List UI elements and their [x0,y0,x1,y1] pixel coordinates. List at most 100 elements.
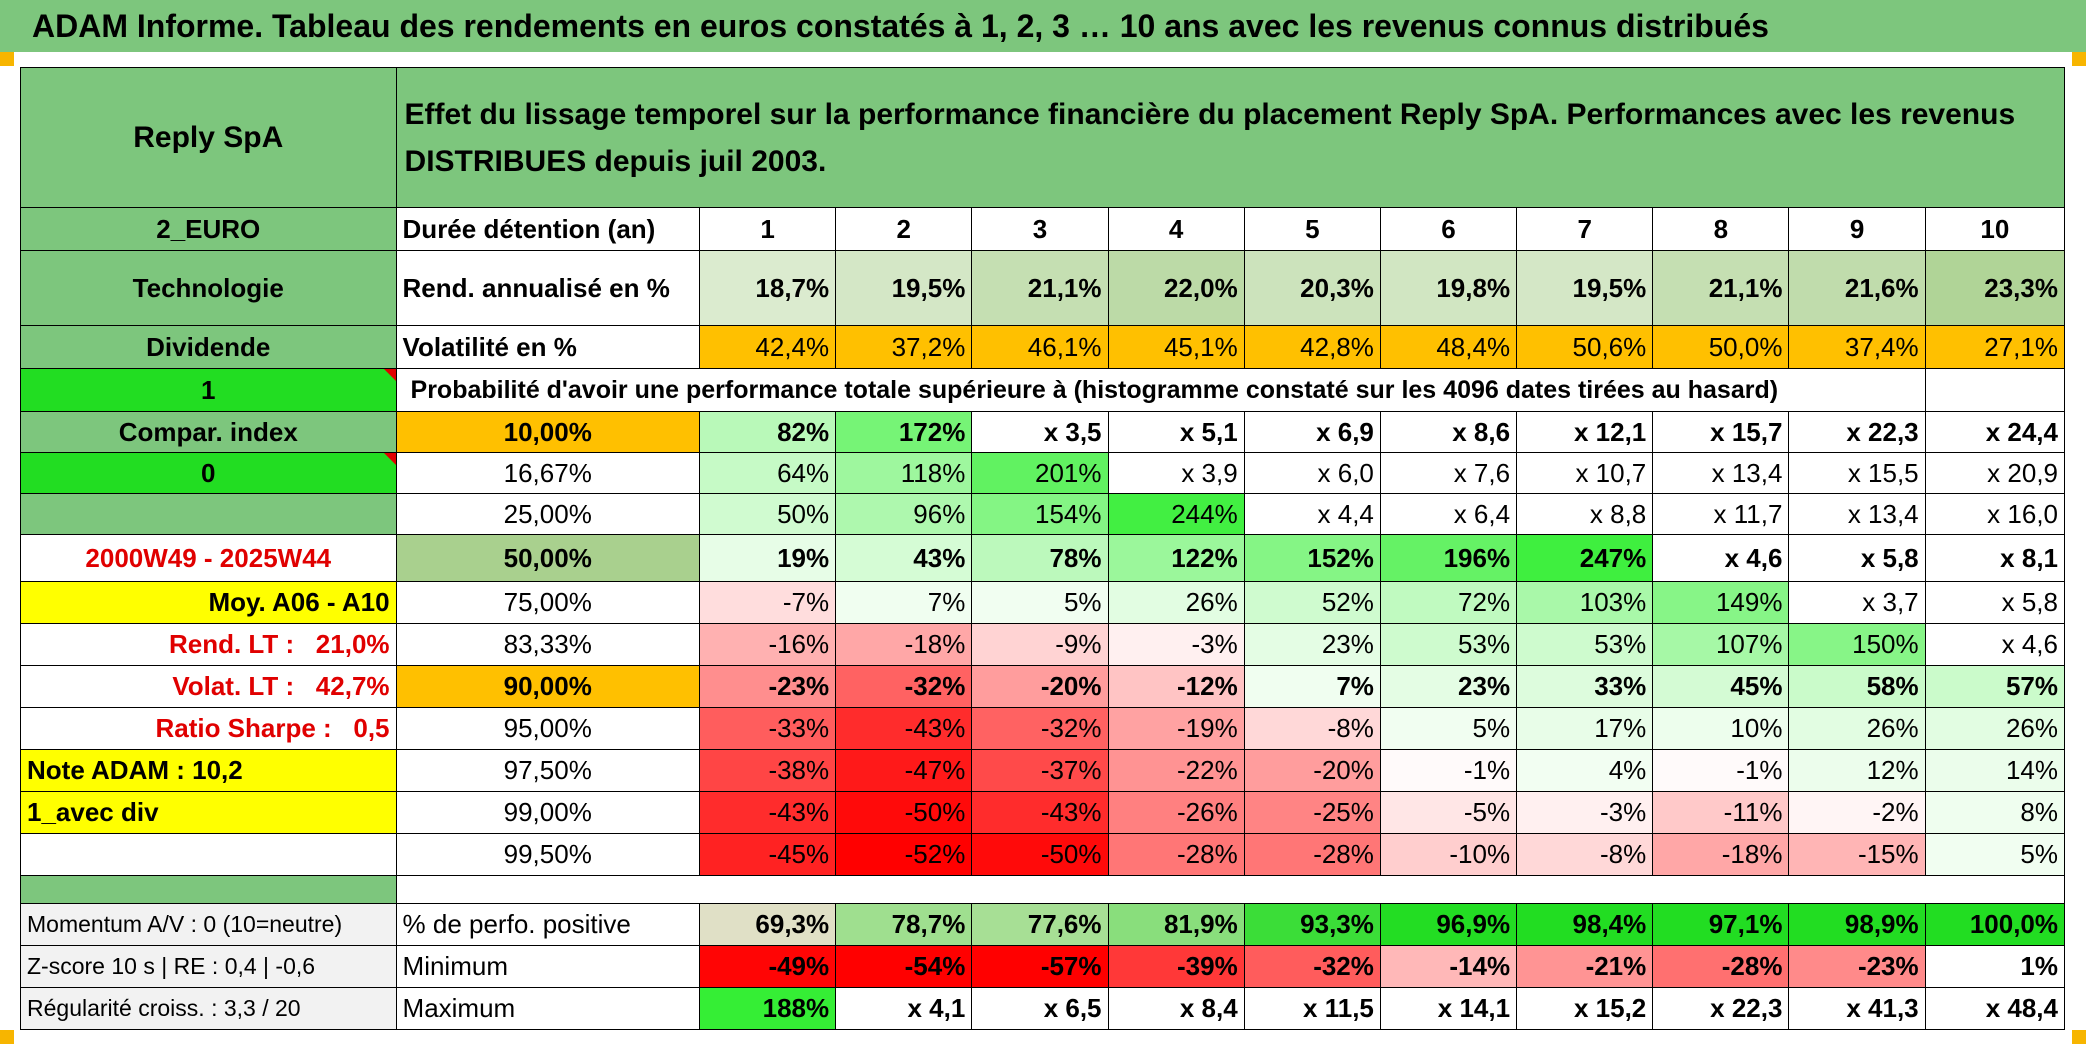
value-cell: -7% [698,581,837,624]
flag-value: 1 [20,368,397,412]
vol-cell: 46,1% [971,325,1109,369]
max-cell: x 6,5 [971,987,1109,1030]
min-cell: -32% [1243,945,1381,988]
value-cell: 53% [1516,623,1654,666]
sharpe-label: Ratio Sharpe : 0,5 [20,707,397,750]
value-cell: -2% [1788,791,1926,834]
percentile-row: Ratio Sharpe : 0,5 95,00% -33% -43% -32%… [20,707,2066,750]
value-cell: x 11,7 [1652,493,1790,535]
max-cell: x 14,1 [1379,987,1518,1030]
value-cell: x 12,1 [1516,411,1654,453]
value-cell: 26% [1107,581,1245,624]
value-cell: x 6,9 [1243,411,1381,453]
currency-label: 2_EURO [20,207,397,251]
value-cell: x 24,4 [1924,411,2066,453]
percentile-label: 25,00% [395,493,700,535]
corner-marker [2072,1030,2086,1044]
rend-cell: 23,3% [1924,250,2066,326]
value-cell: -43% [971,791,1109,834]
percentile-row: 1_avec div 99,00% -43% -50% -43% -26% -2… [20,791,2066,834]
rend-cell: 20,3% [1243,250,1381,326]
value-cell: -47% [835,749,973,792]
performance-sheet: Reply SpA Effet du lissage temporel sur … [20,67,2066,1030]
percentile-label: 99,50% [395,833,700,876]
value-cell: -38% [698,749,837,792]
min-cell: -21% [1516,945,1654,988]
max-cell: x 48,4 [1924,987,2066,1030]
value-cell: x 5,1 [1107,411,1245,453]
performance-table: Reply SpA Effet du lissage temporel sur … [20,67,2066,1030]
summary-row: Régularité croiss. : 3,3 / 20 Maximum 18… [20,987,2066,1030]
vol-cell: 42,4% [698,325,837,369]
value-cell: -9% [971,623,1109,666]
value-cell: 26% [1788,707,1926,750]
value-cell: 7% [835,581,973,624]
compar-value: 0 [20,452,397,494]
header-description: Effet du lissage temporel sur la perform… [395,67,2066,208]
value-cell: x 13,4 [1652,452,1790,494]
corner-marker [0,52,14,66]
max-cell: x 41,3 [1788,987,1926,1030]
value-cell: 82% [698,411,837,453]
year-header: 6 [1379,207,1518,251]
average-label: Moy. A06 - A10 [20,581,397,624]
value-cell: x 16,0 [1924,493,2066,535]
value-cell: x 3,5 [971,411,1109,453]
value-cell: 247% [1516,534,1654,582]
value-cell: x 4,6 [1652,534,1790,582]
percentile-row: 0 16,67% 64% 118% 201% x 3,9 x 6,0 x 7,6… [20,452,2066,494]
momentum-label: Momentum A/V : 0 (10=neutre) [20,903,397,946]
value-cell: x 20,9 [1924,452,2066,494]
value-cell: -20% [1243,749,1381,792]
value-cell: x 6,0 [1243,452,1381,494]
max-cell: 188% [698,987,837,1030]
min-cell: -39% [1107,945,1245,988]
year-header: 7 [1516,207,1654,251]
value-cell: -26% [1107,791,1245,834]
value-cell: -33% [698,707,837,750]
value-cell: -19% [1107,707,1245,750]
value-cell: -11% [1652,791,1790,834]
rend-cell: 19,8% [1379,250,1518,326]
year-header: 9 [1788,207,1926,251]
volat-lt-label: Volat. LT : 42,7% [20,665,397,708]
value-cell: 152% [1243,534,1381,582]
corner-marker [2072,52,2086,66]
value-cell: -12% [1107,665,1245,708]
summary-row: Momentum A/V : 0 (10=neutre) % de perfo.… [20,903,2066,946]
value-cell: -15% [1788,833,1926,876]
max-label: Maximum [395,987,700,1030]
value-cell: x 13,4 [1788,493,1926,535]
value-cell: -37% [971,749,1109,792]
max-cell: x 22,3 [1652,987,1790,1030]
value-cell: 12% [1788,749,1926,792]
value-cell: x 8,1 [1924,534,2066,582]
rend-label: Rend. annualisé en % [395,250,700,326]
percentile-label: 83,33% [395,623,700,666]
vol-cell: 42,8% [1243,325,1381,369]
min-cell: -28% [1652,945,1790,988]
min-cell: -23% [1788,945,1926,988]
value-cell: -43% [698,791,837,834]
regularity-label: Régularité croiss. : 3,3 / 20 [20,987,397,1030]
value-cell: x 5,8 [1788,534,1926,582]
percentile-label: 10,00% [395,411,700,453]
min-cell: -49% [698,945,837,988]
max-cell: x 4,1 [835,987,973,1030]
value-cell: x 4,6 [1924,623,2066,666]
value-cell: x 8,6 [1379,411,1518,453]
percentile-row: 2000W49 - 2025W44 50,00% 19% 43% 78% 122… [20,534,2066,582]
value-cell: 7% [1243,665,1381,708]
value-cell: 78% [971,534,1109,582]
corner-marker [0,1030,14,1044]
value-cell: 26% [1924,707,2066,750]
empty-side-cell [20,493,397,535]
value-cell: x 10,7 [1516,452,1654,494]
value-cell: 103% [1516,581,1654,624]
rend-cell: 21,6% [1788,250,1926,326]
value-cell: 33% [1516,665,1654,708]
vol-cell: 50,6% [1516,325,1654,369]
value-cell: -22% [1107,749,1245,792]
year-header: 5 [1243,207,1381,251]
value-cell: x 7,6 [1379,452,1518,494]
